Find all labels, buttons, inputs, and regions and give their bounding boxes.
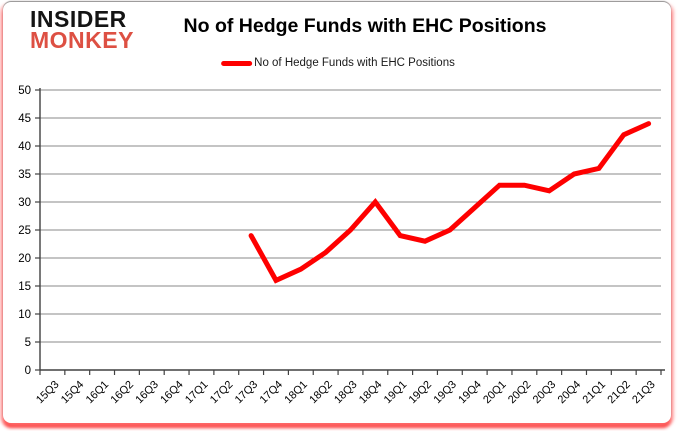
- x-tick-label: 21Q2: [605, 379, 633, 407]
- x-tick-label: 21Q3: [630, 379, 658, 407]
- y-tick-label: 0: [25, 365, 31, 377]
- y-tick-label: 20: [18, 253, 31, 265]
- chart-title: No of Hedge Funds with EHC Positions: [183, 15, 547, 37]
- x-tick-label: 15Q3: [34, 379, 62, 407]
- x-tick-label: 17Q4: [258, 379, 286, 407]
- series-line: [248, 121, 652, 284]
- x-tick-label: 16Q3: [133, 379, 161, 407]
- legend-label: No of Hedge Funds with EHC Positions: [254, 57, 455, 69]
- x-tick-label: 19Q3: [431, 379, 459, 407]
- y-tick-label: 40: [18, 141, 31, 153]
- x-tick-label: 18Q2: [307, 379, 335, 407]
- x-tick-label: 19Q1: [382, 379, 410, 407]
- x-tick-label: 17Q3: [233, 379, 261, 407]
- x-tick-label: 20Q4: [556, 379, 584, 407]
- insider-monkey-chart-card: INSIDER MONKEY No of Hedge Funds with EH…: [3, 2, 671, 423]
- x-tick-label: 18Q3: [332, 379, 360, 407]
- x-tick-label: 21Q1: [580, 379, 608, 407]
- y-tick-label: 5: [25, 337, 31, 349]
- y-tick-label: 25: [18, 225, 31, 237]
- x-tick-label: 17Q1: [183, 379, 211, 407]
- x-tick-label: 17Q2: [208, 379, 236, 407]
- x-tick-label: 16Q4: [158, 379, 186, 407]
- y-tick-label: 15: [18, 281, 31, 293]
- y-tick-label: 50: [18, 85, 31, 97]
- x-tick-label: 19Q2: [407, 379, 435, 407]
- x-tick-label: 18Q4: [357, 379, 385, 407]
- chart-legend: No of Hedge Funds with EHC Positions: [221, 57, 455, 69]
- insider-monkey-logo: INSIDER MONKEY: [30, 6, 134, 53]
- x-tick-label: 20Q2: [506, 379, 534, 407]
- y-tick-label: 45: [18, 113, 31, 125]
- x-tick-label: 16Q2: [109, 379, 137, 407]
- y-tick-label: 35: [18, 169, 31, 181]
- logo-text-insider: INSIDER: [30, 6, 127, 32]
- x-tick-label: 15Q4: [59, 379, 87, 407]
- y-tick-label: 10: [18, 309, 31, 321]
- x-tick-label: 20Q1: [481, 379, 509, 407]
- x-tick-label: 20Q3: [531, 379, 559, 407]
- chart-svg: 0 5 10 15 20 25 30 35 40 45 50 15Q315Q416Q116Q216Q3…: [18, 85, 665, 407]
- x-tick-label: 19Q4: [456, 379, 484, 407]
- logo-text-monkey: MONKEY: [30, 27, 134, 53]
- x-tick-label: 16Q1: [84, 379, 112, 407]
- x-tick-label: 18Q1: [282, 379, 310, 407]
- legend-line-swatch: [221, 60, 253, 66]
- y-tick-label: 30: [18, 197, 31, 209]
